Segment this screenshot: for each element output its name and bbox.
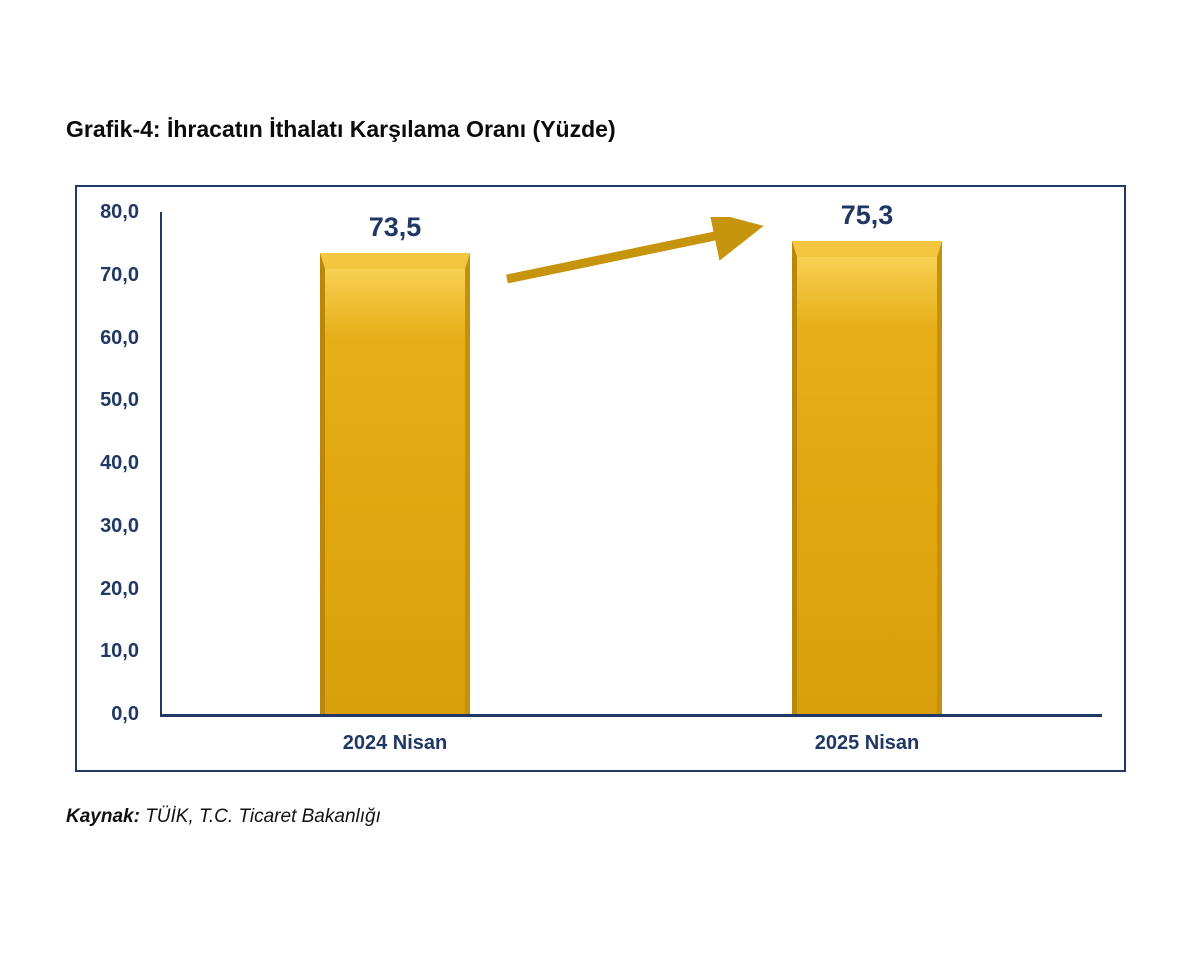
y-axis-tick-label: 30,0 (100, 514, 139, 537)
y-axis-tick-label: 60,0 (100, 326, 139, 349)
x-axis-category-label: 2024 Nisan (342, 732, 448, 754)
bar-value-label: 75,3 (840, 200, 894, 231)
y-axis-tick-label: 10,0 (100, 640, 139, 663)
bar-2024-nisan (320, 252, 470, 714)
y-axis-tick-label: 70,0 (100, 263, 139, 286)
bar-value-label: 73,5 (368, 211, 422, 242)
y-axis-tick-label: 80,0 (100, 201, 139, 223)
trend-arrow-icon (506, 217, 764, 284)
y-axis-tick-label: 50,0 (100, 389, 139, 412)
page-title: Grafik-4: İhracatın İthalatı Karşılama O… (66, 116, 616, 142)
x-axis-category-label: 2025 Nisan (814, 732, 920, 754)
chart-frame: 0,0 10,0 20,0 30,0 40,0 50,0 60,0 70,0 80,0 73,5 2… (75, 185, 1126, 772)
y-axis-line (160, 212, 162, 716)
y-axis-tick-label: 0,0 (111, 703, 139, 725)
source-caption: Kaynak: TÜİK, T.C. Ticaret Bakanlığı (66, 806, 381, 828)
source-caption-text: TÜİK, T.C. Ticaret Bakanlığı (139, 806, 381, 827)
y-axis-tick-label: 20,0 (100, 577, 139, 600)
bar-2025-nisan (792, 241, 942, 714)
x-axis-line (160, 714, 1102, 717)
y-axis-tick-label: 40,0 (100, 452, 139, 474)
source-caption-label: Kaynak: (66, 806, 140, 827)
